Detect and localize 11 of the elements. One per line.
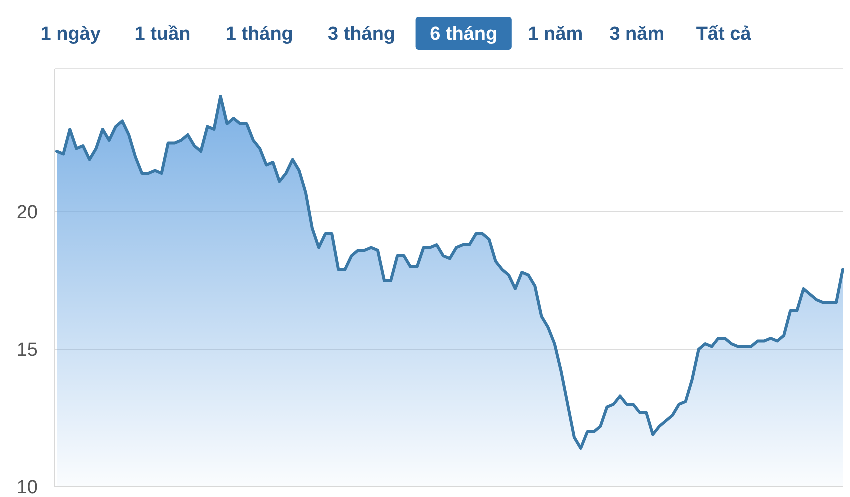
text: 1 tuần [134,24,191,45]
y-tick-label: 20 [16,202,38,224]
y-tick-label: 10 [16,478,38,497]
text: 1 tháng [226,24,294,45]
text: 6 tháng [430,24,498,45]
y-tick-label: 15 [16,340,38,362]
text: 3 tháng [328,24,396,45]
text: 3 năm [610,24,665,45]
text: 1 ngày [40,24,102,45]
text: 1 năm [528,24,584,45]
text: Tất cả [696,24,752,45]
